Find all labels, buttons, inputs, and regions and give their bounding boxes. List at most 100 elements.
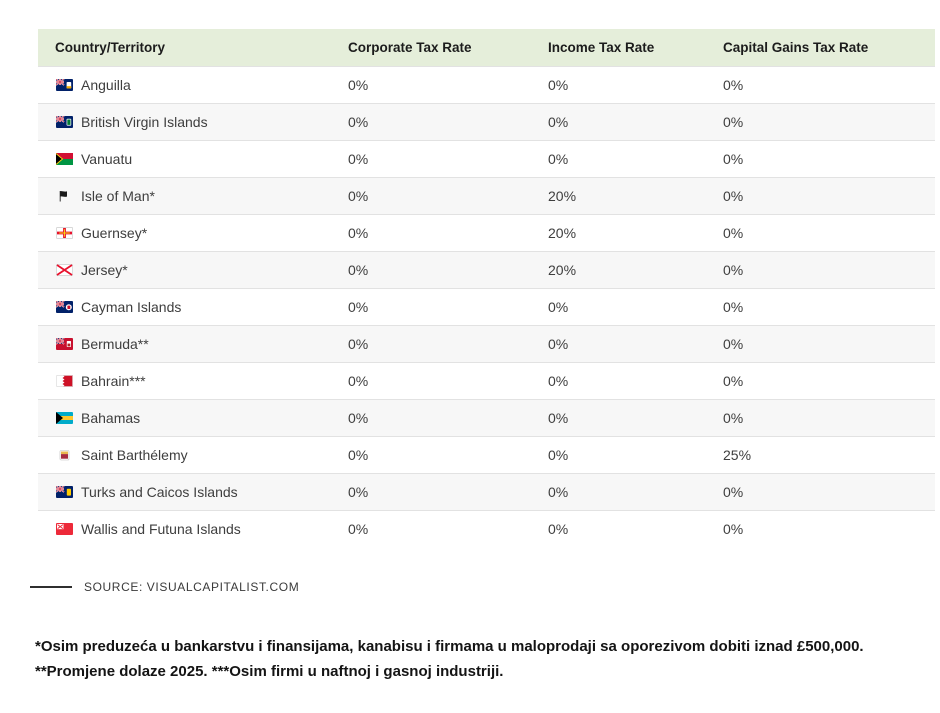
country-name: Bahamas	[81, 410, 141, 426]
table-row: Guernsey* 0% 20% 0%	[38, 214, 935, 251]
col-header-income-tax: Income Tax Rate	[548, 40, 655, 55]
country-name: British Virgin Islands	[81, 114, 208, 130]
corporate-tax-cell: 0%	[348, 336, 369, 352]
country-cell: Cayman Islands	[38, 299, 348, 315]
corporate-tax-cell: 0%	[348, 114, 369, 130]
country-cell: Turks and Caicos Islands	[38, 484, 348, 500]
footnote-line-1: *Osim preduzeća u bankarstvu i finansija…	[35, 638, 864, 655]
income-tax-cell: 0%	[548, 410, 569, 426]
table-row: Saint Barthélemy 0% 0% 25%	[38, 436, 935, 473]
country-cell: Guernsey*	[38, 225, 348, 241]
flag-turks-and-caicos-icon	[55, 486, 73, 499]
corporate-tax-cell: 0%	[348, 299, 369, 315]
income-tax-cell: 0%	[548, 299, 569, 315]
income-tax-cell: 20%	[548, 225, 577, 241]
income-tax-cell: 0%	[548, 151, 569, 167]
income-tax-cell: 0%	[548, 77, 569, 93]
capital-gains-cell: 0%	[723, 299, 744, 315]
income-tax-cell: 0%	[548, 373, 569, 389]
country-cell: British Virgin Islands	[38, 114, 348, 130]
table-row: Bahrain*** 0% 0% 0%	[38, 362, 935, 399]
footnotes: *Osim preduzeća u bankarstvu i finansija…	[35, 634, 925, 684]
table-row: Vanuatu 0% 0% 0%	[38, 140, 935, 177]
country-name: Anguilla	[81, 77, 131, 93]
flag-guernsey-icon	[55, 227, 73, 240]
income-tax-cell: 0%	[548, 521, 569, 537]
country-name: Jersey*	[81, 262, 128, 278]
capital-gains-cell: 0%	[723, 262, 744, 278]
flag-saint-barthelemy-icon	[55, 449, 73, 462]
country-name: Saint Barthélemy	[81, 447, 188, 463]
capital-gains-cell: 25%	[723, 447, 752, 463]
capital-gains-cell: 0%	[723, 225, 744, 241]
country-cell: Wallis and Futuna Islands	[38, 521, 348, 537]
corporate-tax-cell: 0%	[348, 373, 369, 389]
capital-gains-cell: 0%	[723, 521, 744, 537]
flag-vanuatu-icon	[55, 153, 73, 166]
source-text: SOURCE: VISUALCAPITALIST.COM	[84, 580, 300, 594]
country-name: Bahrain***	[81, 373, 146, 389]
table-body: Anguilla 0% 0% 0% British Virgin Islands 0% 0%…	[38, 66, 935, 547]
flag-jersey-icon	[55, 264, 73, 277]
flag-bahamas-icon	[55, 412, 73, 425]
country-cell: Vanuatu	[38, 151, 348, 167]
capital-gains-cell: 0%	[723, 373, 744, 389]
capital-gains-cell: 0%	[723, 410, 744, 426]
corporate-tax-cell: 0%	[348, 521, 369, 537]
col-header-country: Country/Territory	[55, 40, 166, 55]
corporate-tax-cell: 0%	[348, 447, 369, 463]
flag-bermuda-icon	[55, 338, 73, 351]
corporate-tax-cell: 0%	[348, 188, 369, 204]
footnote-line-2: **Promjene dolaze 2025. ***Osim firmi u …	[35, 663, 504, 680]
country-cell: Jersey*	[38, 262, 348, 278]
capital-gains-cell: 0%	[723, 188, 744, 204]
country-cell: Bermuda**	[38, 336, 348, 352]
tax-table: Country/Territory Corporate Tax Rate Inc…	[38, 29, 935, 547]
capital-gains-cell: 0%	[723, 114, 744, 130]
income-tax-cell: 0%	[548, 336, 569, 352]
flag-anguilla-icon	[55, 79, 73, 92]
table-row: Bahamas 0% 0% 0%	[38, 399, 935, 436]
country-cell: Isle of Man*	[38, 188, 348, 204]
country-name: Guernsey*	[81, 225, 148, 241]
table-row: Anguilla 0% 0% 0%	[38, 66, 935, 103]
country-cell: Bahrain***	[38, 373, 348, 389]
col-header-corporate-tax: Corporate Tax Rate	[348, 40, 472, 55]
table-row: Isle of Man* 0% 20% 0%	[38, 177, 935, 214]
income-tax-cell: 0%	[548, 447, 569, 463]
country-cell: Anguilla	[38, 77, 348, 93]
flag-cayman-islands-icon	[55, 301, 73, 314]
flag-bahrain-icon	[55, 375, 73, 388]
income-tax-cell: 0%	[548, 114, 569, 130]
col-header-capital-gains: Capital Gains Tax Rate	[723, 40, 869, 55]
flag-isle-of-man-icon	[55, 190, 73, 203]
country-name: Cayman Islands	[81, 299, 182, 315]
corporate-tax-cell: 0%	[348, 262, 369, 278]
capital-gains-cell: 0%	[723, 151, 744, 167]
corporate-tax-cell: 0%	[348, 484, 369, 500]
source-line: SOURCE: VISUALCAPITALIST.COM	[30, 578, 299, 596]
country-name: Wallis and Futuna Islands	[81, 521, 241, 537]
table-row: Jersey* 0% 20% 0%	[38, 251, 935, 288]
corporate-tax-cell: 0%	[348, 151, 369, 167]
table-row: British Virgin Islands 0% 0% 0%	[38, 103, 935, 140]
income-tax-cell: 0%	[548, 484, 569, 500]
country-cell: Bahamas	[38, 410, 348, 426]
corporate-tax-cell: 0%	[348, 410, 369, 426]
source-divider-line	[30, 586, 72, 588]
corporate-tax-cell: 0%	[348, 77, 369, 93]
table-row: Cayman Islands 0% 0% 0%	[38, 288, 935, 325]
table-row: Wallis and Futuna Islands 0% 0% 0%	[38, 510, 935, 547]
country-name: Isle of Man*	[81, 188, 155, 204]
capital-gains-cell: 0%	[723, 484, 744, 500]
capital-gains-cell: 0%	[723, 77, 744, 93]
income-tax-cell: 20%	[548, 262, 577, 278]
flag-british-virgin-islands-icon	[55, 116, 73, 129]
flag-wallis-and-futuna-icon	[55, 523, 73, 536]
country-name: Vanuatu	[81, 151, 133, 167]
country-name: Bermuda**	[81, 336, 149, 352]
corporate-tax-cell: 0%	[348, 225, 369, 241]
country-cell: Saint Barthélemy	[38, 447, 348, 463]
table-header-row: Country/Territory Corporate Tax Rate Inc…	[38, 29, 935, 66]
country-name: Turks and Caicos Islands	[81, 484, 238, 500]
